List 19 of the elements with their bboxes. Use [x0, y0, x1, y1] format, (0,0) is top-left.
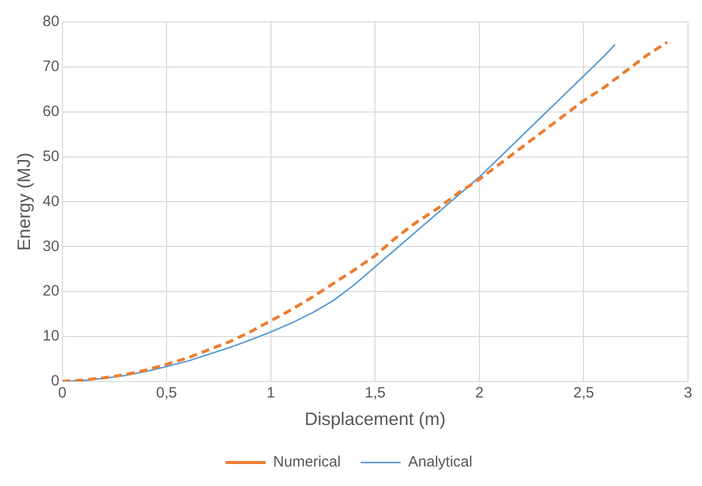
y-axis-title: Energy (MJ): [14, 152, 34, 251]
x-tick-label: 2: [475, 384, 484, 402]
y-tick-label: 60: [42, 102, 60, 120]
y-tick-label: 80: [42, 13, 60, 30]
x-tick-label: 0,5: [156, 384, 177, 402]
legend-label: Analytical: [408, 454, 472, 471]
x-tick-label: 1,5: [364, 384, 386, 402]
y-tick-label: 0: [50, 372, 60, 390]
x-tick-label: 1: [266, 384, 276, 402]
y-tick-label: 20: [42, 282, 60, 300]
x-tick-label: 3: [684, 384, 692, 402]
legend-label: Numerical: [273, 454, 341, 471]
y-tick-label: 40: [42, 192, 60, 210]
y-tick-label: 10: [42, 328, 60, 345]
y-tick-label: 70: [42, 58, 60, 76]
x-tick-label: 2,5: [573, 384, 594, 402]
y-tick-label: 50: [42, 148, 60, 165]
y-tick-label: 30: [42, 238, 60, 255]
x-axis-title: Displacement (m): [304, 409, 446, 430]
